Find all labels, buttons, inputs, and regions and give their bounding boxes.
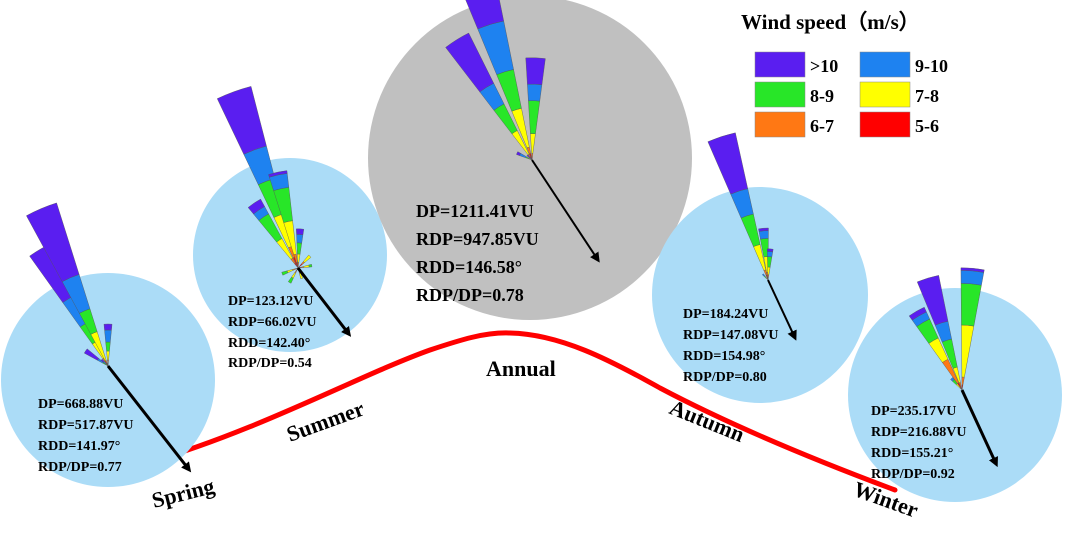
season-label-annual: Annual [486,356,556,381]
annual-petal-4-band-gt10 [526,154,531,159]
summer-petal-2-band-gt10 [268,170,288,178]
winter-petal-3-band-9-10 [950,377,955,382]
summer-wind-rose [216,86,313,284]
legend-swatch-6-7 [754,111,806,138]
winter-petal-2-band-9-10 [960,270,985,286]
annual-rdd: RDD=146.58° [416,257,522,277]
winter-ratio: RDP/DP=0.92 [871,467,955,482]
spring-petal-2-band-8-9 [105,341,111,352]
annual-petal-0-band-gt10 [465,0,504,30]
summer-petal-8-band-7-8 [299,272,304,280]
summer-petal-3-band-6-7 [297,262,300,266]
autumn-rdd-arrow [767,279,797,341]
spring-rdp: RDP=517.87VU [38,418,133,433]
annual-ratio: RDP/DP=0.78 [416,285,524,305]
spring-petal-2-band-9-10 [104,329,112,343]
summer-petal-4-band-7-8 [303,254,312,263]
legend: Wind speed（m/s） >10 9-10 8-9 7-8 6-7 5-6 [741,10,948,138]
autumn-rdd: RDD=154.98° [683,349,765,364]
legend-swatch-8-9 [754,81,806,108]
season-label-spring: Spring [149,473,217,513]
annual-rdd-arrow [531,159,600,263]
winter-rdd: RDD=155.21° [871,446,953,461]
autumn-ratio: RDP/DP=0.80 [683,370,767,385]
autumn-petal-3-band-9-10 [761,273,766,277]
autumn-petal-1-band-9-10 [758,230,769,240]
spring-stats: DP=668.88VU RDP=517.87VU RDD=141.97° RDP… [38,397,133,475]
autumn-petal-2-band-gt10 [766,248,774,253]
winter-petal-0-band-gt10 [916,275,949,326]
autumn-stats: DP=184.24VU RDP=147.08VU RDD=154.98° RDP… [683,307,778,385]
summer-petal-0-band-gt10 [216,86,267,155]
winter-circle [848,288,1062,502]
summer-petal-7-band-8-9 [287,276,294,284]
autumn-dp: DP=184.24VU [683,307,768,322]
autumn-circle [652,187,868,403]
legend-label-gt10: >10 [810,56,838,76]
summer-dp: DP=123.12VU [228,294,313,309]
annual-petal-2-band-6-7 [531,153,534,157]
annual-wind-rose [445,0,546,161]
winter-wind-rose [908,267,985,391]
summer-ratio: RDP/DP=0.54 [228,356,312,371]
season-label-autumn: Autumn [666,394,748,446]
spring-petal-2-band-gt10 [103,323,113,331]
annual-petal-2-band-9-10 [527,83,543,102]
winter-petal-1-band-gt10 [908,306,927,321]
summer-petal-1-band-gt10 [247,198,265,215]
legend-label-5-6: 5-6 [915,116,939,136]
summer-petal-3-band-9-10 [296,234,304,244]
summer-petal-3-band-gt10 [296,228,305,235]
annual-petal-3-band-gt10 [516,151,521,156]
summer-petal-5-band-8-9 [308,264,313,268]
legend-swatch-5-6 [859,111,911,138]
summer-rdd: RDD=142.40° [228,336,310,351]
annual-stats: DP=1211.41VU RDP=947.85VU RDD=146.58° RD… [416,201,539,305]
spring-petal-1-band-gt10 [26,202,80,282]
autumn-petal-0-band-gt10 [707,132,748,195]
winter-rdd-arrow [960,389,998,468]
spring-rdd: RDD=141.97° [38,439,120,454]
spring-petal-3-band-gt10 [84,348,100,361]
spring-dp: DP=668.88VU [38,397,123,412]
summer-rdp: RDP=66.02VU [228,315,316,330]
spring-petal-2-band-6-7 [107,359,109,364]
legend-swatch-gt10 [754,51,806,78]
annual-circle [368,0,692,320]
spring-rdd-arrow [106,365,192,473]
spring-ratio: RDP/DP=0.77 [38,460,122,475]
autumn-petal-1-band-gt10 [758,227,769,232]
season-label-summer: Summer [283,396,368,447]
legend-label-6-7: 6-7 [810,116,834,136]
annual-rdp: RDP=947.85VU [416,229,539,249]
summer-petal-6-band-8-9 [281,270,289,276]
spring-petal-4-band-gt10 [100,358,105,363]
winter-dp: DP=235.17VU [871,404,956,419]
annual-petal-1-band-gt10 [445,32,494,93]
winter-stats: DP=235.17VU RDP=216.88VU RDD=155.21° RDP… [871,404,966,482]
annual-dp: DP=1211.41VU [416,201,534,221]
winter-petal-2-band-gt10 [960,267,985,273]
winter-rdp: RDP=216.88VU [871,425,966,440]
legend-title: Wind speed（m/s） [741,10,920,34]
spring-wind-rose [26,202,113,367]
summer-rdd-arrow [296,267,352,337]
seasonal-curve [147,330,898,493]
summer-stats: DP=123.12VU RDP=66.02VU RDD=142.40° RDP/… [228,294,316,371]
autumn-wind-rose [707,132,774,281]
spring-circle [1,273,215,487]
legend-label-9-10: 9-10 [915,56,948,76]
legend-swatch-9-10 [859,51,911,78]
autumn-petal-2-band-9-10 [767,251,773,258]
annual-petal-2-band-gt10 [525,57,546,85]
autumn-rdp: RDP=147.08VU [683,328,778,343]
legend-swatch-7-8 [859,81,911,108]
legend-label-8-9: 8-9 [810,86,834,106]
legend-label-7-8: 7-8 [915,86,939,106]
